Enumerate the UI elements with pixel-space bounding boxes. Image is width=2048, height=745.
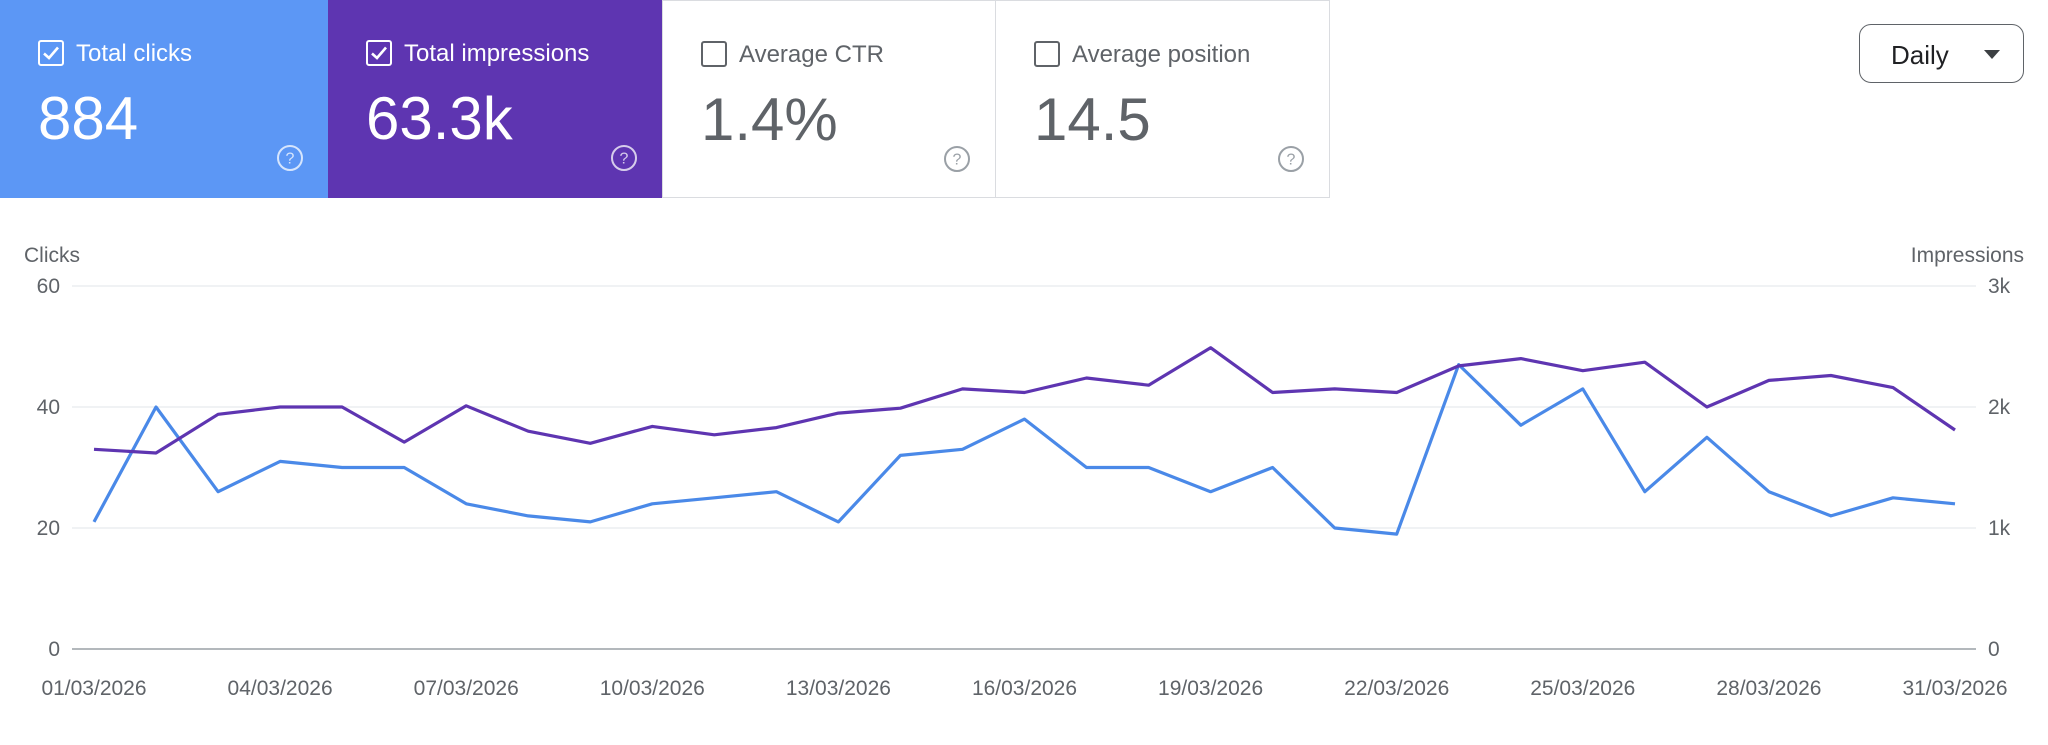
left-tick-label: 40 bbox=[37, 396, 60, 419]
svg-text:?: ? bbox=[286, 151, 295, 168]
help-circle-icon[interactable]: ? bbox=[276, 144, 304, 172]
svg-text:?: ? bbox=[953, 152, 962, 169]
checkbox-unchecked-icon[interactable] bbox=[1034, 41, 1060, 67]
help-circle-icon[interactable]: ? bbox=[1277, 145, 1305, 173]
impressions-series-line[interactable] bbox=[93, 346, 1956, 455]
clicks-series-line[interactable] bbox=[92, 363, 1956, 536]
metric-label: Average CTR bbox=[739, 41, 884, 68]
right-tick-label: 2k bbox=[1988, 396, 2011, 419]
metric-card-total-clicks[interactable]: Total clicks 884 ? bbox=[0, 0, 328, 198]
chart-series bbox=[92, 346, 1956, 536]
x-tick-label: 25/03/2026 bbox=[1530, 677, 1635, 700]
x-tick-label: 22/03/2026 bbox=[1344, 677, 1449, 700]
x-tick-label: 07/03/2026 bbox=[414, 677, 519, 700]
metric-label: Average position bbox=[1072, 41, 1251, 68]
checkbox-unchecked-icon[interactable] bbox=[701, 41, 727, 67]
metric-value: 884 bbox=[38, 85, 139, 152]
x-tick-label: 31/03/2026 bbox=[1902, 677, 2007, 700]
checkbox-checked-icon[interactable] bbox=[38, 40, 64, 66]
help-circle-icon[interactable]: ? bbox=[943, 145, 971, 173]
left-axis-ticks: 0 20 40 60 bbox=[37, 275, 60, 661]
x-axis-ticks: 01/03/2026 04/03/2026 07/03/2026 10/03/2026… bbox=[41, 677, 2007, 700]
metric-card-total-impressions[interactable]: Total impressions 63.3k ? bbox=[328, 0, 662, 198]
right-tick-label: 0 bbox=[1988, 638, 2000, 661]
x-tick-label: 01/03/2026 bbox=[41, 677, 146, 700]
metric-cards: Total clicks 884 ? Total impressions 63.… bbox=[0, 0, 1330, 198]
metric-value: 1.4% bbox=[701, 86, 838, 153]
left-tick-label: 0 bbox=[48, 638, 60, 661]
metric-card-average-position[interactable]: Average position 14.5 ? bbox=[996, 0, 1330, 198]
right-axis-label: Impressions bbox=[1911, 244, 2024, 267]
x-tick-label: 16/03/2026 bbox=[972, 677, 1077, 700]
metric-card-average-ctr[interactable]: Average CTR 1.4% ? bbox=[662, 0, 996, 198]
help-circle-icon[interactable]: ? bbox=[610, 144, 638, 172]
x-tick-label: 28/03/2026 bbox=[1716, 677, 1821, 700]
svg-text:?: ? bbox=[1287, 152, 1296, 169]
x-tick-label: 19/03/2026 bbox=[1158, 677, 1263, 700]
left-tick-label: 20 bbox=[37, 517, 60, 540]
svg-text:?: ? bbox=[620, 151, 629, 168]
period-dropdown[interactable]: Daily bbox=[1859, 24, 2024, 83]
caret-down-icon bbox=[1984, 50, 2000, 59]
metric-value: 14.5 bbox=[1034, 86, 1151, 153]
checkbox-checked-icon[interactable] bbox=[366, 40, 392, 66]
metric-value: 63.3k bbox=[366, 85, 513, 152]
x-tick-label: 04/03/2026 bbox=[228, 677, 333, 700]
metric-label: Total impressions bbox=[404, 40, 590, 67]
metric-label: Total clicks bbox=[76, 40, 193, 67]
right-tick-label: 3k bbox=[1988, 275, 2011, 298]
right-tick-label: 1k bbox=[1988, 517, 2011, 540]
period-dropdown-value: Daily bbox=[1891, 40, 1949, 70]
performance-chart: Clicks Impressions 0 20 40 60 0 1k 2k 3k 01/03… bbox=[24, 244, 2024, 700]
left-axis-label: Clicks bbox=[24, 244, 80, 267]
chart-grid bbox=[72, 285, 1976, 650]
x-tick-label: 13/03/2026 bbox=[786, 677, 891, 700]
x-tick-label: 10/03/2026 bbox=[600, 677, 705, 700]
left-tick-label: 60 bbox=[37, 275, 60, 298]
right-axis-ticks: 0 1k 2k 3k bbox=[1988, 275, 2011, 661]
